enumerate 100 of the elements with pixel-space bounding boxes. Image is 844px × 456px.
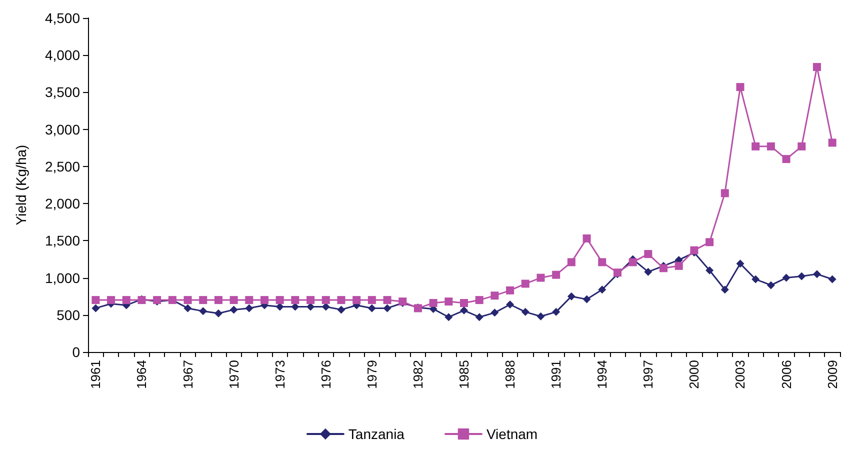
point	[184, 304, 192, 312]
y-tick-label: 4,500	[44, 10, 80, 26]
point	[306, 296, 315, 304]
point	[475, 313, 484, 322]
point	[444, 298, 453, 306]
point	[521, 308, 530, 316]
x-tick-label: 1997	[640, 360, 656, 389]
point	[92, 304, 100, 312]
x-tick-label: 1964	[134, 360, 150, 389]
y-tick-label: 3,000	[44, 121, 80, 138]
point	[536, 312, 545, 320]
x-tick-label: 1970	[226, 360, 242, 389]
point	[92, 296, 100, 304]
point	[720, 189, 729, 198]
point	[582, 295, 591, 304]
point	[460, 299, 468, 308]
point	[690, 246, 698, 254]
point	[337, 296, 346, 304]
point	[660, 264, 668, 272]
y-tick-label: 2,000	[44, 196, 80, 212]
point	[199, 307, 208, 316]
x-tick-label: 1982	[410, 360, 426, 389]
y-tick-label: 2,500	[44, 158, 80, 174]
point	[383, 296, 392, 304]
x-tick-label: 1979	[364, 360, 380, 389]
point	[798, 142, 806, 150]
point	[644, 268, 652, 276]
point	[368, 304, 376, 312]
point	[536, 274, 545, 282]
point	[460, 306, 468, 314]
point	[812, 270, 821, 278]
point	[782, 155, 790, 164]
point	[260, 296, 268, 304]
point	[706, 238, 714, 246]
point	[782, 274, 790, 282]
x-tick-label: 2006	[778, 360, 794, 389]
point	[368, 296, 376, 304]
point	[521, 280, 530, 288]
x-tick-label: 1994	[594, 360, 610, 389]
point	[245, 304, 254, 312]
point	[598, 258, 606, 266]
point	[766, 281, 775, 290]
point	[628, 258, 637, 266]
point	[798, 272, 806, 280]
point	[736, 83, 744, 92]
point	[567, 258, 576, 266]
point	[674, 262, 683, 270]
point	[828, 275, 836, 284]
y-tick-label: 0	[72, 344, 80, 360]
point	[444, 313, 453, 322]
x-tick-label: 1961	[88, 360, 104, 389]
point	[812, 62, 821, 71]
point	[429, 299, 438, 308]
y-tick-label: 3,500	[44, 84, 80, 100]
x-tick-label: 1976	[318, 360, 334, 389]
point	[276, 296, 284, 304]
point	[766, 142, 775, 150]
point	[720, 286, 729, 294]
point	[506, 300, 514, 308]
point	[291, 296, 300, 304]
x-tick-label: 1985	[456, 360, 472, 389]
x-tick-label: 2009	[824, 360, 840, 389]
x-tick-label: 1991	[548, 360, 564, 389]
y-axis-title: Yield (Kg/ha)	[13, 144, 29, 226]
point	[752, 275, 760, 284]
point	[506, 286, 514, 294]
x-tick-label: 1973	[272, 360, 288, 389]
y-tick-label: 1,000	[44, 270, 80, 286]
y-tick-label: 4,000	[44, 47, 80, 64]
point	[490, 292, 499, 300]
x-tick-label: 2000	[686, 360, 702, 389]
point	[122, 296, 130, 304]
point	[552, 270, 560, 279]
point	[322, 296, 330, 304]
y-tick-label: 1,500	[44, 232, 80, 249]
point	[736, 260, 744, 268]
point	[214, 296, 222, 304]
point	[199, 296, 208, 304]
point	[582, 234, 591, 242]
point	[107, 296, 116, 304]
point	[567, 292, 576, 300]
point	[214, 309, 222, 318]
point	[184, 296, 192, 304]
x-tick-label: 1988	[502, 360, 518, 389]
x-tick-label: 1967	[180, 360, 196, 389]
y-tick-label: 500	[56, 306, 80, 323]
point	[245, 296, 254, 304]
point	[552, 308, 560, 316]
point	[230, 296, 238, 304]
legend-label: Vietnam	[486, 426, 538, 442]
x-tick-label: 2003	[732, 360, 748, 389]
point	[490, 308, 499, 317]
legend-label: Tanzania	[348, 426, 405, 442]
point	[828, 138, 836, 147]
point	[752, 142, 760, 150]
point	[475, 296, 484, 304]
point	[383, 304, 392, 312]
point	[706, 266, 714, 274]
point	[352, 296, 361, 304]
point	[337, 306, 346, 314]
